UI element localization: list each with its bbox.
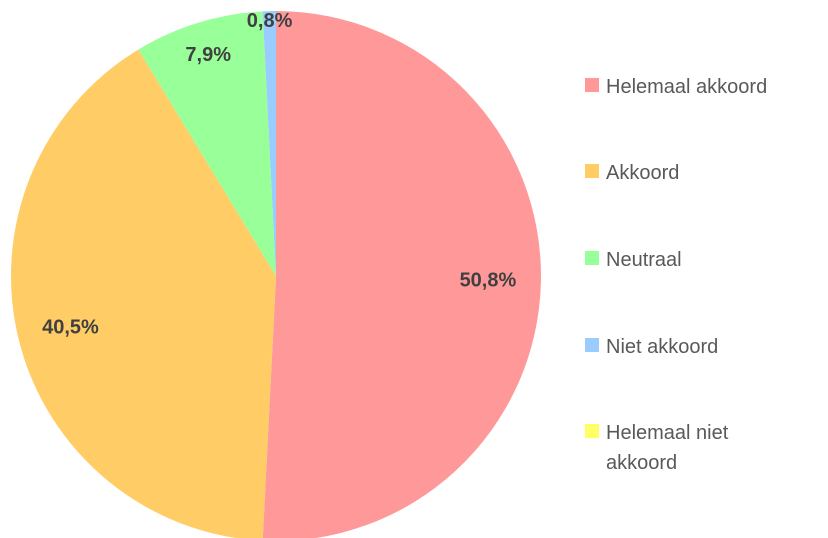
legend-label: Helemaal niet akkoord (606, 422, 729, 474)
legend-label: Akkoord (606, 162, 680, 184)
legend-item: Helemaal akkoord (585, 72, 825, 102)
legend-label: Helemaal akkoord (606, 76, 768, 98)
legend-swatch (585, 78, 599, 92)
legend-swatch (585, 338, 599, 352)
legend-item: Akkoord (585, 158, 825, 188)
legend-swatch (585, 164, 599, 178)
legend-label: Neutraal (606, 249, 682, 271)
legend-item: Neutraal (585, 245, 825, 275)
data-label: 40,5% (42, 316, 99, 338)
data-label: 0,8% (247, 10, 293, 32)
legend-swatch (585, 424, 599, 438)
pie-slice (262, 11, 276, 276)
pie-slice (262, 11, 542, 538)
pie-slice (11, 49, 276, 538)
data-label: 7,9% (185, 44, 231, 66)
data-label: 50,8% (460, 270, 517, 292)
legend-swatch (585, 251, 599, 265)
legend-label: Niet akkoord (606, 336, 719, 358)
legend-item: Helemaal niet akkoord (585, 418, 825, 478)
legend-item: Niet akkoord (585, 332, 825, 362)
pie-slice (138, 11, 276, 276)
